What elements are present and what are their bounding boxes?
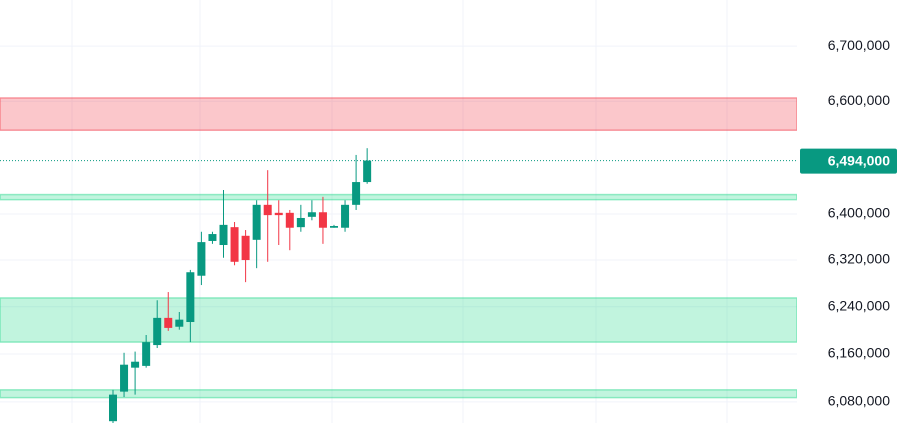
y-tick-label: 6,600,000 — [828, 92, 890, 108]
candle-body — [241, 235, 250, 261]
candle-body — [296, 217, 305, 228]
candle-body — [318, 212, 327, 228]
candle-body — [252, 204, 261, 240]
price-zone — [0, 97, 797, 131]
candle-body — [274, 212, 283, 216]
price-axis: 6,080,000 6,160,000 6,240,000 6,320,000 6,40… — [800, 37, 897, 409]
candle-body — [197, 242, 206, 276]
y-tick-label: 6,240,000 — [828, 297, 890, 313]
y-tick-label: 6,160,000 — [828, 345, 890, 361]
candle-body — [341, 204, 350, 228]
price-zone — [0, 389, 797, 399]
last-price-label: 6,494,000 — [828, 152, 890, 168]
vertical-grid — [71, 0, 728, 423]
candle-body — [120, 364, 129, 392]
last-price-box — [800, 148, 897, 174]
y-tick-label: 6,320,000 — [828, 251, 890, 267]
y-tick-label: 6,400,000 — [828, 205, 890, 221]
price-zone — [0, 297, 797, 343]
candle-body — [285, 212, 294, 228]
candle-body — [307, 212, 316, 217]
candle-body — [175, 319, 184, 327]
candle-body — [219, 224, 228, 246]
candle-body — [230, 227, 239, 262]
candle-body — [109, 394, 117, 422]
candle-body — [153, 317, 162, 346]
plot-area — [0, 45, 797, 423]
candle-body — [164, 317, 173, 328]
y-tick-label: 6,700,000 — [828, 37, 890, 53]
price-zone — [0, 193, 797, 201]
candle-body — [142, 342, 151, 366]
candle-body — [186, 272, 195, 323]
candle-body — [363, 160, 372, 183]
candle-body — [263, 204, 272, 216]
candle-body — [330, 226, 338, 228]
candle-body — [208, 234, 217, 241]
candle-body — [131, 361, 140, 368]
candle-body — [352, 182, 361, 205]
y-tick-label: 6,080,000 — [828, 393, 890, 409]
